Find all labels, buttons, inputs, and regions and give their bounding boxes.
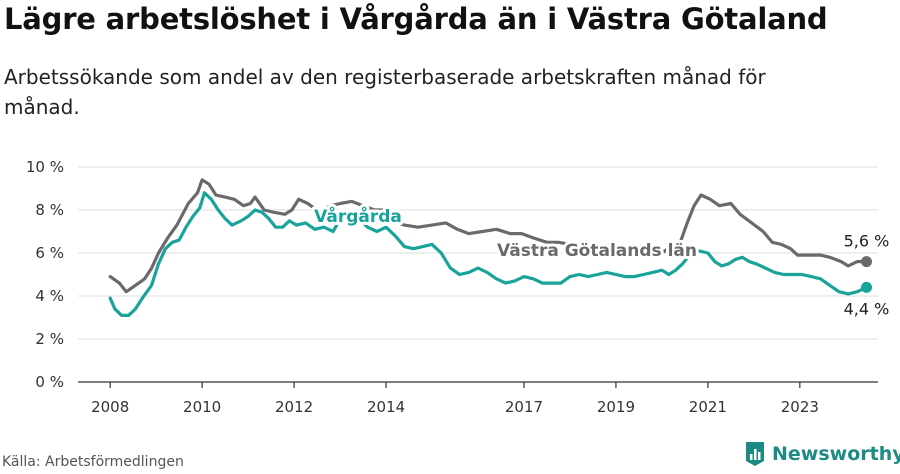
x-tick-label: 2017 bbox=[505, 398, 543, 416]
end-label-vargarda: 4,4 % bbox=[844, 299, 890, 318]
end-marker-vastra-gotaland bbox=[861, 256, 873, 268]
brand-logo: Newsworthy bbox=[744, 441, 900, 467]
chart-title: Lägre arbetslöshet i Vårgårda än i Västr… bbox=[4, 2, 828, 36]
y-tick-label: 4 % bbox=[35, 287, 64, 305]
x-tick-label: 2019 bbox=[597, 398, 635, 416]
series-label-vastra-gotaland: Västra Götalands län bbox=[497, 241, 697, 261]
end-label-vastra-gotaland: 5,6 % bbox=[844, 232, 890, 251]
brand-name: Newsworthy bbox=[772, 443, 900, 465]
end-marker-vargarda bbox=[861, 281, 873, 293]
series-line-vastra-gotaland bbox=[108, 178, 869, 294]
newsworthy-logo-icon bbox=[746, 442, 764, 466]
series-line-vargarda bbox=[108, 191, 869, 317]
axis-layer: 0 % 2 % 4 % 6 % 8 % 10 % 2008 2010 2012 2014 2017 2… bbox=[26, 158, 878, 416]
grid-layer bbox=[78, 166, 878, 340]
y-tick-label: 10 % bbox=[26, 158, 64, 176]
x-tick-label: 2014 bbox=[367, 398, 405, 416]
y-tick-label: 8 % bbox=[35, 201, 64, 219]
chart-subtitle: Arbetssökande som andel av den registerb… bbox=[4, 65, 766, 119]
series-label-vargarda-halo: Vårgårda bbox=[314, 205, 402, 227]
series-label-vastra-gotaland-halo: Västra Götalands län bbox=[497, 241, 697, 261]
x-tick-label: 2008 bbox=[91, 398, 129, 416]
source-note: Källa: Arbetsförmedlingen bbox=[2, 454, 184, 470]
x-tick-label: 2012 bbox=[275, 398, 313, 416]
x-tick-label: 2021 bbox=[689, 398, 727, 416]
series-layer bbox=[108, 178, 873, 317]
y-tick-label: 2 % bbox=[35, 330, 64, 348]
x-tick-label: 2010 bbox=[183, 398, 221, 416]
y-tick-label: 0 % bbox=[35, 373, 64, 391]
series-label-vargarda: Vårgårda bbox=[314, 205, 402, 227]
y-tick-label: 6 % bbox=[35, 244, 64, 262]
x-tick-label: 2023 bbox=[781, 398, 819, 416]
